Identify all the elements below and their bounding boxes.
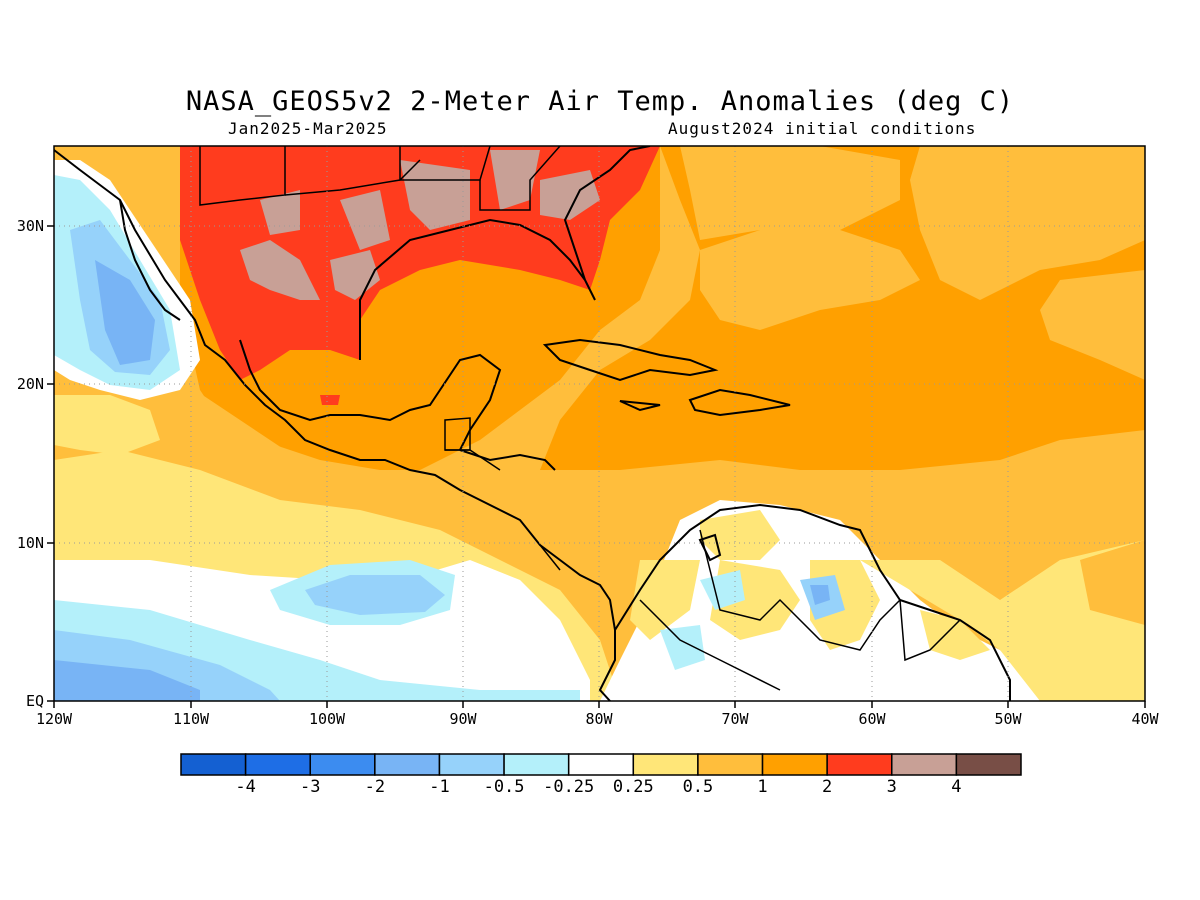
lat-label-20n: 20N: [16, 375, 44, 393]
map-title: NASA_GEOS5v2 2-Meter Air Temp. Anomalies…: [185, 86, 1015, 117]
lon-label-70w: 70W: [721, 710, 749, 728]
lon-label-80w: 80W: [585, 710, 613, 728]
colorbar: [180, 753, 1022, 776]
colorbar-swatch: [567, 753, 635, 776]
colorbar-swatch: [761, 753, 828, 776]
lat-label-eq: EQ: [25, 692, 44, 710]
colorbar-swatch: [697, 753, 764, 776]
colorbar-swatch: [244, 753, 311, 776]
colorbar-label: 2: [822, 777, 833, 797]
colorbar-swatch: [891, 753, 958, 776]
colorbar-label: -2: [364, 777, 386, 797]
colorbar-label: 1: [757, 777, 768, 797]
lon-label-50w: 50W: [994, 710, 1022, 728]
axis-ticks: [47, 225, 1146, 708]
period-subtitle: Jan2025-Mar2025: [228, 119, 388, 138]
lon-label-90w: 90W: [449, 710, 477, 728]
anomaly-field: [54, 146, 1145, 701]
lon-label-120w: 120W: [35, 710, 73, 728]
colorbar-swatch: [438, 753, 505, 776]
lon-label-100w: 100W: [308, 710, 346, 728]
colorbar-swatch: [503, 753, 570, 776]
initial-conditions-subtitle: August2024 initial conditions: [668, 119, 977, 138]
colorbar-label: 0.25: [612, 777, 654, 797]
colorbar-label: -0.25: [543, 777, 595, 797]
gridlines: [54, 146, 1145, 701]
colorbar-label: 0.5: [682, 777, 714, 797]
colorbar-swatch: [826, 753, 893, 776]
colorbar-swatch: [180, 753, 247, 776]
colorbar-label: 4: [951, 777, 962, 797]
lat-label-30n: 30N: [16, 217, 44, 235]
colorbar-label: -1: [429, 777, 450, 797]
colorbar-label: 3: [886, 777, 897, 797]
lon-label-40w: 40W: [1131, 710, 1159, 728]
colorbar-swatch: [632, 753, 699, 776]
colorbar-swatch: [374, 753, 441, 776]
colorbar-label: -4: [235, 777, 256, 797]
colorbar-swatch: [955, 753, 1022, 776]
colorbar-label: -0.5: [483, 777, 525, 797]
colorbar-label: -3: [299, 777, 321, 797]
lon-label-60w: 60W: [858, 710, 886, 728]
lat-label-10n: 10N: [16, 534, 44, 552]
political-borders: [199, 146, 961, 691]
lon-label-110w: 110W: [172, 710, 210, 728]
colorbar-swatch: [309, 753, 376, 776]
